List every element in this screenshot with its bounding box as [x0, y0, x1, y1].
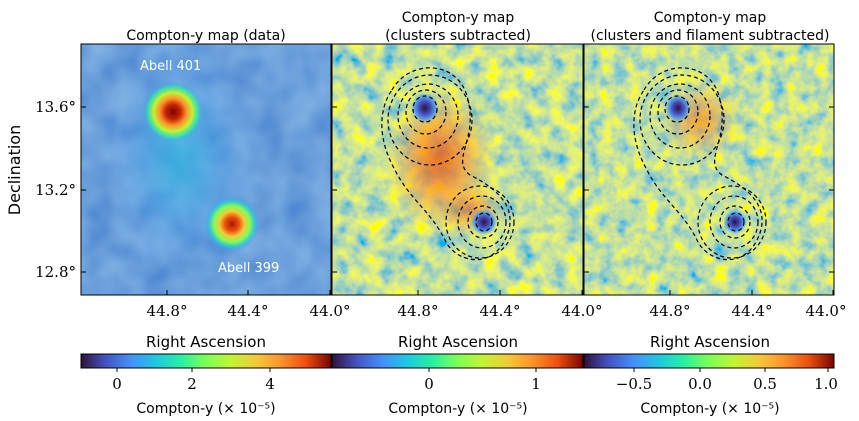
y-axis-ticks — [584, 106, 834, 273]
contour-lines — [381, 67, 515, 261]
panel-frame — [80, 43, 332, 296]
y-tick-label: 13.2° — [35, 181, 76, 199]
x-axis-label: Right Ascension — [146, 333, 266, 351]
colorbar-label: Compton-y (× 10⁻⁵) — [388, 401, 527, 417]
x-axis-ticks — [417, 290, 583, 295]
heatmap-image — [81, 44, 331, 295]
colorbar-tick-label: 1.0 — [814, 375, 838, 393]
x-axis-label: Right Ascension — [398, 333, 518, 351]
panel-title: (clusters subtracted) — [385, 28, 531, 44]
colorbar-tick-label: 1 — [531, 375, 541, 393]
colorbar-gradient — [331, 353, 584, 369]
colorbar-tick-label: 0.5 — [753, 375, 777, 393]
panel-1: Compton-y map (data) Abell 401 Abell 399… — [35, 28, 350, 351]
panel-title: Compton-y map — [654, 10, 767, 26]
colorbar-tick-label: 0 — [112, 375, 122, 393]
colorbar-tick-label: 0 — [424, 375, 434, 393]
x-tick-label: 44.0° — [310, 302, 351, 320]
colorbar-tick-label: 4 — [265, 375, 275, 393]
x-axis-ticks — [166, 290, 331, 295]
x-tick-label: 44.4° — [732, 302, 773, 320]
annotation-abell-401: Abell 401 — [140, 59, 201, 74]
annotation-abell-399: Abell 399 — [218, 261, 279, 276]
colorbar-3: −0.5 0.0 0.5 1.0 Compton-y (× 10⁻⁵) — [583, 353, 838, 417]
heatmap-image — [584, 44, 834, 295]
x-tick-label: 44.8° — [650, 302, 691, 320]
x-tick-label: 44.4° — [480, 302, 521, 320]
panel-2: Compton-y map (clusters subtracted) — [331, 10, 603, 351]
y-tick-label: 13.6° — [35, 98, 76, 116]
x-tick-label: 44.8° — [398, 302, 439, 320]
panel-frame — [331, 43, 584, 296]
x-tick-label: 44.0° — [562, 302, 603, 320]
panel-3: Compton-y map (clusters and filament sub… — [583, 10, 847, 351]
y-tick-label: 12.8° — [35, 263, 76, 281]
colorbar-gradient — [80, 353, 332, 369]
y-axis-ticks — [81, 106, 86, 273]
heatmap-image — [332, 44, 583, 295]
x-tick-label: 44.8° — [147, 302, 188, 320]
panel-title: (clusters and filament subtracted) — [591, 28, 830, 44]
y-axis-ticks — [332, 106, 337, 273]
panel-title: Compton-y map (data) — [126, 28, 285, 44]
colorbar-tick-label: 2 — [187, 375, 197, 393]
colorbar-label: Compton-y (× 10⁻⁵) — [136, 401, 275, 417]
colorbar-tick-label: −0.5 — [616, 375, 652, 393]
colorbar-gradient — [583, 353, 835, 369]
panel-title: Compton-y map — [402, 10, 515, 26]
x-tick-label: 44.0° — [806, 302, 847, 320]
x-axis-ticks — [669, 290, 834, 295]
colorbar-label: Compton-y (× 10⁻⁵) — [640, 401, 779, 417]
y-axis-label: Declination — [5, 125, 24, 215]
panel-frame — [583, 43, 835, 296]
colorbar-2: 0 1 Compton-y (× 10⁻⁵) — [331, 353, 584, 417]
colorbar-1: 0 2 4 Compton-y (× 10⁻⁵) — [80, 353, 332, 417]
x-tick-label: 44.4° — [228, 302, 269, 320]
colorbar-tick-label: 0.0 — [688, 375, 712, 393]
x-axis-label: Right Ascension — [650, 333, 770, 351]
contour-lines — [633, 67, 767, 261]
